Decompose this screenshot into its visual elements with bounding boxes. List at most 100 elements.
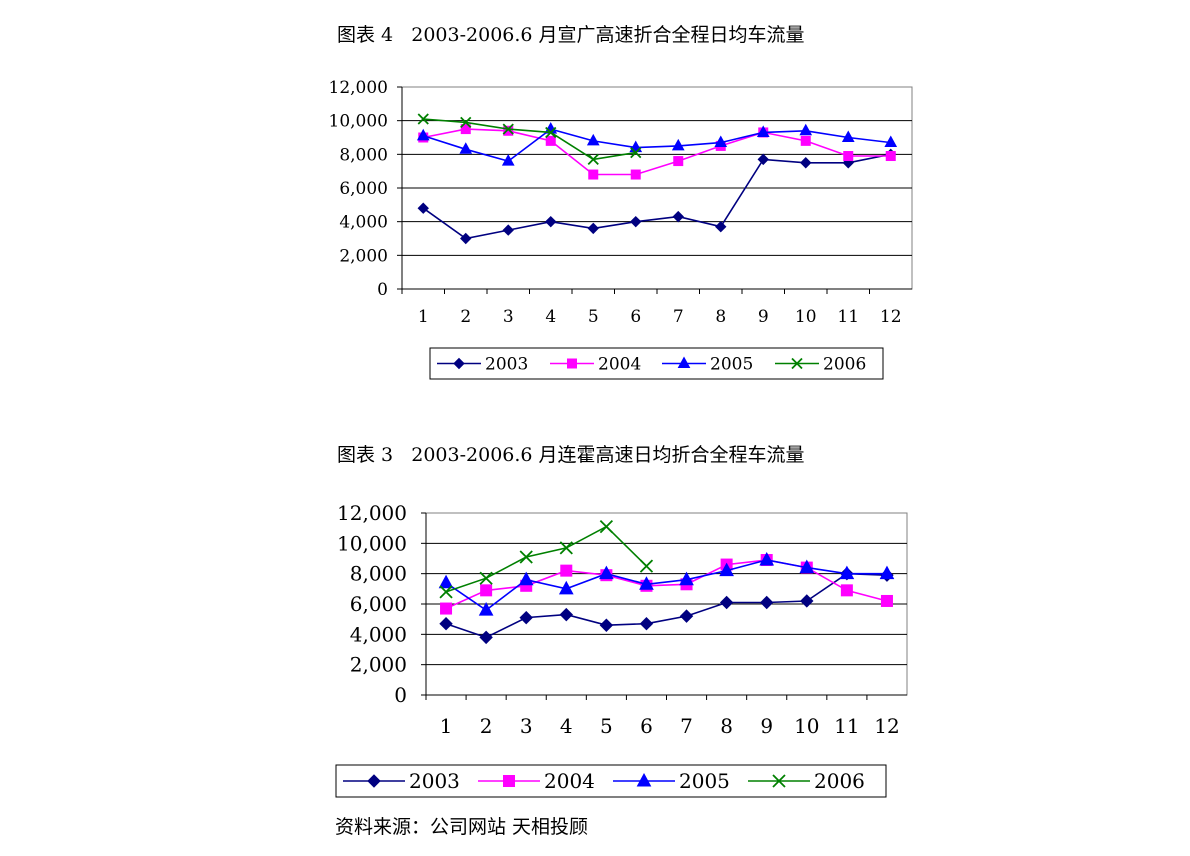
data-point-2005 <box>501 154 515 166</box>
data-point-2003 <box>715 221 727 233</box>
data-point-2005 <box>679 571 694 586</box>
data-point-2003 <box>630 215 642 228</box>
x-tick-label: 12 <box>874 714 899 738</box>
legend-marker-2006 <box>772 774 786 788</box>
data-point-2004 <box>840 584 853 597</box>
data-point-2003 <box>679 609 694 623</box>
data-point-2004 <box>480 584 493 597</box>
legend-label-2004: 2004 <box>544 769 595 793</box>
data-point-2003 <box>800 157 812 169</box>
legend-marker-2006 <box>791 357 803 370</box>
data-point-2005 <box>756 125 770 137</box>
data-point-2006 <box>639 559 654 573</box>
data-point-2005 <box>841 130 855 142</box>
series-2006 <box>417 113 642 166</box>
data-point-2005 <box>759 551 775 566</box>
data-point-2004 <box>440 602 453 615</box>
data-point-2004 <box>630 169 641 180</box>
y-tick-label: 0 <box>377 280 388 300</box>
legend-label-2006: 2006 <box>823 355 866 375</box>
x-tick-label: 11 <box>837 307 859 327</box>
legend-label-2003: 2003 <box>485 355 528 375</box>
data-point-2005 <box>558 580 574 595</box>
chart-title-1: 图表 4 2003-2006.6 月宣广高速折合全程日均车流量 <box>337 24 805 46</box>
series-line-2004 <box>423 128 891 176</box>
x-tick-label: 11 <box>834 714 859 738</box>
data-point-2003 <box>545 215 557 228</box>
legend-marker-2005 <box>677 356 691 368</box>
data-point-2006 <box>417 113 429 125</box>
data-point-2005 <box>599 565 614 580</box>
data-point-2006 <box>545 126 557 139</box>
data-point-2003 <box>519 610 533 625</box>
data-point-2006 <box>479 571 493 585</box>
x-tick-label: 7 <box>673 307 684 327</box>
series-line-2006 <box>423 118 636 161</box>
x-tick-label: 2 <box>480 714 493 738</box>
data-point-2004 <box>673 156 684 167</box>
data-point-2004 <box>588 169 599 180</box>
data-point-2005 <box>879 565 895 580</box>
series-2006 <box>439 520 654 599</box>
x-tick-label: 2 <box>460 307 471 327</box>
y-tick-label: 10,000 <box>337 531 407 555</box>
data-point-2006 <box>519 550 533 564</box>
legend-label-2005: 2005 <box>710 355 753 375</box>
y-tick-label: 8,000 <box>339 145 388 165</box>
x-tick-label: 1 <box>418 307 429 327</box>
series-2005 <box>438 551 895 616</box>
x-tick-label: 5 <box>600 714 613 738</box>
x-tick-label: 7 <box>680 714 693 738</box>
legend-marker-2004 <box>567 358 577 369</box>
data-point-2005 <box>518 571 534 586</box>
data-point-2003 <box>502 224 514 236</box>
x-tick-label: 10 <box>794 714 819 738</box>
legend: 2003 2004 2005 2006 <box>429 347 884 380</box>
data-point-2004 <box>503 125 514 136</box>
data-point-2006 <box>559 541 573 555</box>
data-point-2005 <box>478 602 494 616</box>
data-point-2005 <box>459 142 473 154</box>
y-tick-label: 2,000 <box>339 246 388 266</box>
data-point-2003 <box>719 595 734 610</box>
data-point-2004 <box>843 151 854 162</box>
x-tick-label: 12 <box>880 307 902 327</box>
data-point-2006 <box>599 520 614 534</box>
x-tick-label: 1 <box>440 714 453 738</box>
legend-label-2003: 2003 <box>409 769 460 793</box>
data-point-2005 <box>639 576 654 590</box>
legend-marker-2004 <box>503 775 515 787</box>
series-line-2004 <box>445 559 888 610</box>
y-tick-label: 6,000 <box>339 179 388 199</box>
data-point-2006 <box>439 585 453 599</box>
data-point-2006 <box>460 116 472 128</box>
series-line-2003 <box>445 572 888 639</box>
data-point-2006 <box>630 147 642 159</box>
x-tick-label: 3 <box>503 307 514 327</box>
y-tick-label: 4,000 <box>350 622 407 646</box>
data-point-2003 <box>800 594 814 608</box>
x-tick-label: 8 <box>715 307 726 327</box>
x-tick-label: 9 <box>760 714 773 738</box>
y-tick-label: 10,000 <box>329 112 388 132</box>
series-line-2003 <box>422 153 891 240</box>
data-point-2003 <box>587 222 599 235</box>
data-point-2005 <box>799 559 815 574</box>
series-line-2005 <box>423 128 891 162</box>
data-point-2005 <box>719 562 734 577</box>
data-point-2003 <box>757 153 769 166</box>
x-tick-label: 9 <box>758 307 769 327</box>
data-point-2003 <box>672 210 684 223</box>
legend-label-2005: 2005 <box>679 769 730 793</box>
data-point-2005 <box>438 574 454 589</box>
x-tick-label: 6 <box>630 307 641 327</box>
legend-label-2006: 2006 <box>814 769 865 793</box>
data-point-2004 <box>460 124 471 135</box>
data-point-2003 <box>417 202 429 214</box>
data-point-2005 <box>671 138 685 151</box>
x-tick-label: 8 <box>720 714 733 738</box>
legend-marker-2003 <box>367 774 381 788</box>
